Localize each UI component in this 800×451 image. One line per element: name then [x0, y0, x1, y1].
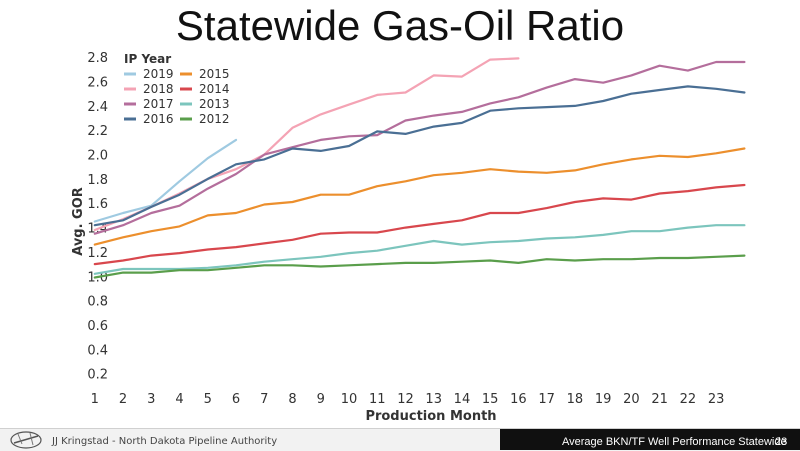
x-tick-label: 7	[260, 392, 268, 407]
x-tick-label: 1	[91, 392, 99, 407]
y-axis-ticks: 0.20.40.60.81.01.21.41.61.82.02.22.42.62…	[87, 51, 108, 382]
y-tick-label: 2.6	[87, 76, 108, 91]
y-tick-label: 0.6	[87, 319, 108, 334]
series-line-2016	[93, 85, 746, 227]
legend-label-2019: 2019	[143, 67, 174, 81]
page-number: 23	[775, 436, 788, 448]
x-axis-ticks: 1 2 3 4 5 6 7 8 9 10 11 12 13 14 15 16 17 18 19 20 21 22 23	[91, 392, 725, 407]
series-line-2017	[93, 60, 746, 235]
x-tick-label: 17	[538, 392, 555, 407]
legend-label-2012: 2012	[199, 112, 230, 126]
x-tick-label: 14	[454, 392, 471, 407]
slide-title: Statewide Gas-Oil Ratio	[175, 2, 625, 49]
series-line-2012	[93, 254, 746, 279]
legend-label-2013: 2013	[199, 97, 230, 111]
x-tick-label: 10	[341, 392, 358, 407]
y-tick-label: 2.8	[87, 51, 108, 66]
legend-title: IP Year	[124, 52, 171, 66]
series-line-2019	[93, 138, 238, 223]
series-lines	[93, 57, 746, 279]
x-tick-label: 6	[232, 392, 240, 407]
x-tick-label: 22	[680, 392, 697, 407]
footer-caption: Average BKN/TF Well Performance Statewid…	[562, 436, 787, 448]
footer-dark-panel	[500, 429, 800, 450]
x-tick-label: 3	[147, 392, 155, 407]
y-tick-label: 1.6	[87, 197, 108, 212]
y-tick-label: 0.8	[87, 295, 108, 310]
x-tick-label: 12	[397, 392, 414, 407]
footer-author: JJ Kringstad - North Dakota Pipeline Aut…	[52, 436, 278, 447]
x-tick-label: 21	[651, 392, 668, 407]
pipeline-authority-logo-icon	[10, 431, 42, 449]
x-tick-label: 18	[567, 392, 584, 407]
series-line-2013	[93, 224, 746, 275]
x-tick-label: 2	[119, 392, 127, 407]
y-tick-label: 0.4	[87, 343, 108, 358]
x-tick-label: 9	[317, 392, 325, 407]
y-axis-label: Avg. GOR	[71, 187, 86, 256]
x-tick-label: 13	[425, 392, 442, 407]
y-tick-label: 0.2	[87, 368, 108, 383]
y-tick-label: 2.4	[87, 100, 108, 115]
x-tick-label: 15	[482, 392, 499, 407]
x-tick-label: 8	[288, 392, 296, 407]
x-axis-label: Production Month	[365, 409, 496, 424]
x-tick-label: 11	[369, 392, 386, 407]
legend-label-2018: 2018	[143, 82, 174, 96]
y-tick-label: 2.0	[87, 149, 108, 164]
legend-label-2017: 2017	[143, 97, 174, 111]
gor-line-chart: 0.20.40.60.81.01.21.41.61.82.02.22.42.62…	[71, 51, 746, 424]
legend-label-2015: 2015	[199, 67, 230, 81]
y-tick-label: 2.2	[87, 124, 108, 139]
y-tick-label: 1.2	[87, 246, 108, 261]
legend-label-2014: 2014	[199, 82, 230, 96]
x-tick-label: 16	[510, 392, 527, 407]
x-tick-label: 23	[708, 392, 725, 407]
series-line-2014	[93, 183, 746, 266]
x-tick-label: 20	[623, 392, 640, 407]
x-tick-label: 5	[204, 392, 212, 407]
y-tick-label: 1.8	[87, 173, 108, 188]
legend-label-2016: 2016	[143, 112, 174, 126]
x-tick-label: 4	[175, 392, 183, 407]
series-line-2015	[93, 147, 746, 246]
x-tick-label: 19	[595, 392, 612, 407]
